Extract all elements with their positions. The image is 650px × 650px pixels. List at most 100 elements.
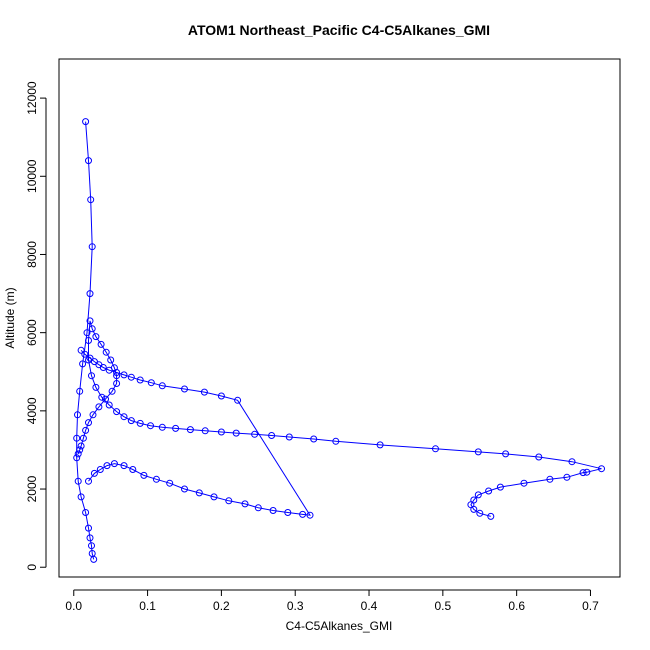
- data-point: [88, 550, 96, 557]
- y-tick-label: 8000: [25, 241, 39, 268]
- data-point: [82, 118, 90, 126]
- series-line: [77, 320, 602, 517]
- data-point: [269, 507, 277, 514]
- series-3: [77, 346, 314, 519]
- series-line: [76, 121, 95, 560]
- data-point: [88, 325, 96, 333]
- data-point: [113, 369, 121, 376]
- data-point: [85, 419, 92, 427]
- series-2: [74, 317, 605, 520]
- data-point: [127, 417, 135, 425]
- data-point: [470, 505, 478, 513]
- data-point: [376, 441, 384, 449]
- y-tick-label: 0: [25, 564, 39, 571]
- data-point: [107, 356, 115, 364]
- data-point: [210, 493, 218, 501]
- data-point: [86, 290, 94, 298]
- data-point: [332, 437, 340, 445]
- data-point: [147, 379, 155, 387]
- data-point: [225, 497, 233, 505]
- data-point: [152, 475, 160, 483]
- data-point: [284, 509, 292, 516]
- data-point: [97, 340, 105, 348]
- data-point: [77, 493, 85, 501]
- data-point: [120, 413, 128, 421]
- data-point: [306, 511, 314, 519]
- data-point: [77, 442, 85, 450]
- x-tick-label: 0.7: [582, 599, 599, 613]
- data-point: [181, 385, 188, 393]
- data-point: [74, 450, 82, 458]
- data-point: [89, 411, 97, 419]
- data-point: [232, 429, 240, 437]
- data-point: [127, 373, 135, 381]
- data-point: [73, 434, 81, 442]
- data-layer: [73, 118, 605, 563]
- data-point: [285, 433, 293, 441]
- data-point: [136, 376, 144, 384]
- y-axis: 0 2000 4000 6000 8000 10000 12000: [25, 81, 47, 571]
- data-point: [502, 450, 510, 458]
- data-point: [310, 435, 318, 443]
- data-point: [217, 392, 225, 400]
- data-point: [88, 372, 95, 380]
- data-point: [98, 393, 106, 401]
- data-point: [147, 422, 154, 430]
- data-point: [81, 350, 89, 358]
- y-tick-label: 12000: [25, 81, 39, 115]
- data-point: [103, 462, 111, 470]
- x-tick-label: 0.0: [65, 599, 82, 613]
- data-point: [254, 504, 262, 512]
- data-point: [166, 479, 174, 487]
- data-point: [485, 487, 493, 495]
- data-point: [86, 354, 94, 362]
- data-point: [136, 419, 144, 427]
- data-point: [432, 445, 439, 453]
- data-point: [87, 196, 95, 204]
- data-point: [474, 491, 482, 499]
- data-point: [73, 454, 81, 462]
- data-point: [535, 453, 543, 461]
- data-point: [583, 468, 591, 476]
- data-point: [598, 465, 605, 473]
- data-point: [251, 430, 259, 438]
- data-point: [172, 424, 180, 432]
- x-axis: 0.0 0.1 0.2 0.3 0.4 0.5 0.6 0.7: [65, 589, 599, 613]
- y-tick-label: 4000: [25, 397, 39, 424]
- data-point: [563, 473, 571, 481]
- data-point: [82, 509, 90, 516]
- plot-area-frame: [58, 58, 621, 578]
- data-point: [85, 157, 92, 165]
- data-point: [105, 401, 113, 409]
- data-point: [76, 387, 84, 395]
- data-point: [568, 458, 576, 466]
- data-point: [546, 475, 554, 483]
- data-point: [82, 426, 90, 434]
- y-axis-label: Altitude (m): [3, 287, 17, 348]
- data-point: [96, 466, 104, 473]
- data-point: [102, 395, 109, 403]
- series-line: [80, 349, 311, 516]
- data-point: [79, 360, 87, 368]
- data-point: [83, 329, 91, 337]
- data-point: [85, 524, 92, 532]
- data-point: [79, 434, 87, 442]
- data-point: [120, 371, 128, 379]
- data-point: [86, 534, 94, 542]
- chart-title: ATOM1 Northeast_Pacific C4-C5Alkanes_GMI: [188, 22, 490, 38]
- data-point: [476, 509, 484, 517]
- data-point: [74, 477, 82, 485]
- x-tick-label: 0.2: [213, 599, 230, 613]
- data-point: [496, 483, 504, 491]
- data-point: [88, 542, 95, 550]
- data-point: [487, 512, 495, 520]
- x-tick-label: 0.6: [508, 599, 525, 613]
- data-point: [113, 380, 121, 387]
- data-point: [102, 348, 110, 356]
- data-point: [113, 408, 121, 416]
- data-point: [120, 462, 128, 470]
- data-point: [217, 428, 225, 436]
- data-point: [85, 337, 92, 344]
